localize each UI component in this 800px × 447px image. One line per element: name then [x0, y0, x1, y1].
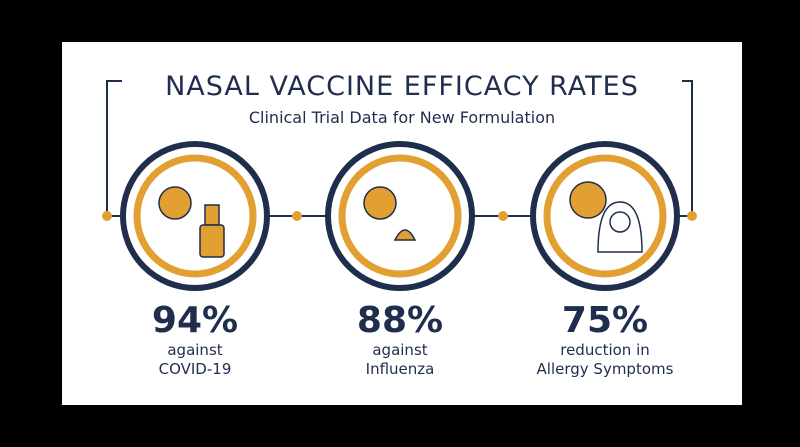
stat-label: reduction in [560, 341, 650, 359]
stat-label: COVID-19 [159, 360, 232, 378]
stat-value: 94% [152, 300, 238, 341]
stat-label: Influenza [366, 360, 435, 378]
stat-label: against [167, 341, 222, 359]
title: NASAL VACCINE EFFICACY RATES [165, 71, 639, 102]
stat-label: against [372, 341, 427, 359]
stat-label: Allergy Symptoms [537, 360, 674, 378]
connectors [102, 80, 697, 221]
inner-ring [338, 154, 462, 278]
icons [158, 181, 643, 258]
inner-ring [133, 154, 257, 278]
stat-value: 88% [357, 300, 443, 341]
stat-value: 75% [562, 300, 648, 341]
subtitle: Clinical Trial Data for New Formulation [249, 108, 555, 127]
